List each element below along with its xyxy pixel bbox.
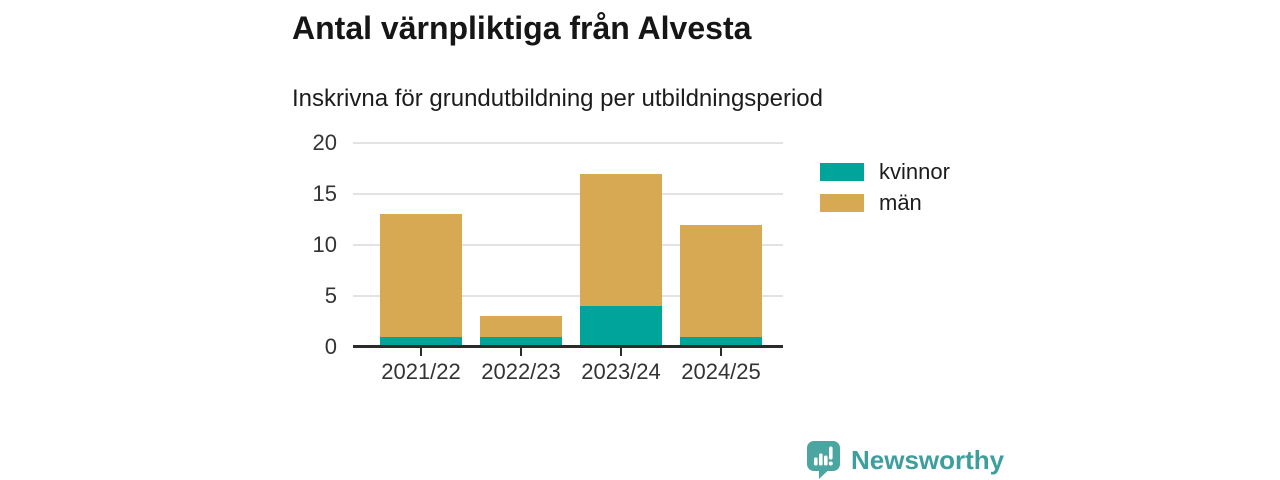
plot-area [353,142,783,347]
x-tick-mark [520,348,522,356]
x-tick-label: 2023/24 [581,359,661,384]
bar-segment-kvinnor [680,336,762,347]
bar-segment-kvinnor [480,336,562,347]
bar-segment-män [480,316,562,337]
gridline [353,244,783,246]
brand-footer: Newsworthy [807,441,1004,479]
legend-item-män: män [820,190,950,215]
bar-segment-kvinnor [380,336,462,347]
x-tick-mark [620,348,622,356]
y-tick-label: 10 [312,232,337,257]
chart-title: Antal värnpliktiga från Alvesta [292,10,752,46]
x-tick-label: 2024/25 [681,359,761,384]
legend: kvinnor män [820,159,950,223]
legend-swatch-män [820,194,864,212]
bar-segment-män [580,173,662,307]
x-axis: 2021/22 2022/23 2023/24 2024/25 [353,348,783,392]
x-tick-label: 2022/23 [481,359,561,384]
x-axis-line [353,345,783,348]
gridline [353,142,783,144]
x-tick-label: 2021/22 [381,359,461,384]
legend-swatch-kvinnor [820,163,864,181]
y-tick-label: 20 [312,130,337,155]
bar-segment-män [380,214,462,337]
brand-name: Newsworthy [851,445,1005,475]
legend-item-kvinnor: kvinnor [820,159,950,184]
x-tick-mark [720,348,722,356]
x-tick-mark [420,348,422,356]
bar-segment-kvinnor [580,306,662,347]
gridline [353,193,783,195]
chart-subtitle: Inskrivna för grundutbildning per utbild… [292,85,823,112]
legend-label: kvinnor [879,159,950,184]
gridline [353,295,783,297]
y-tick-label: 5 [324,283,337,308]
logo-bubble-shape [807,441,840,479]
newsworthy-logo-icon [807,441,840,479]
y-tick-label: 15 [312,181,337,206]
bar-segment-män [680,224,762,337]
y-tick-label: 0 [324,334,337,359]
y-axis: 0 5 10 15 20 [285,130,345,373]
legend-label: män [879,190,922,215]
